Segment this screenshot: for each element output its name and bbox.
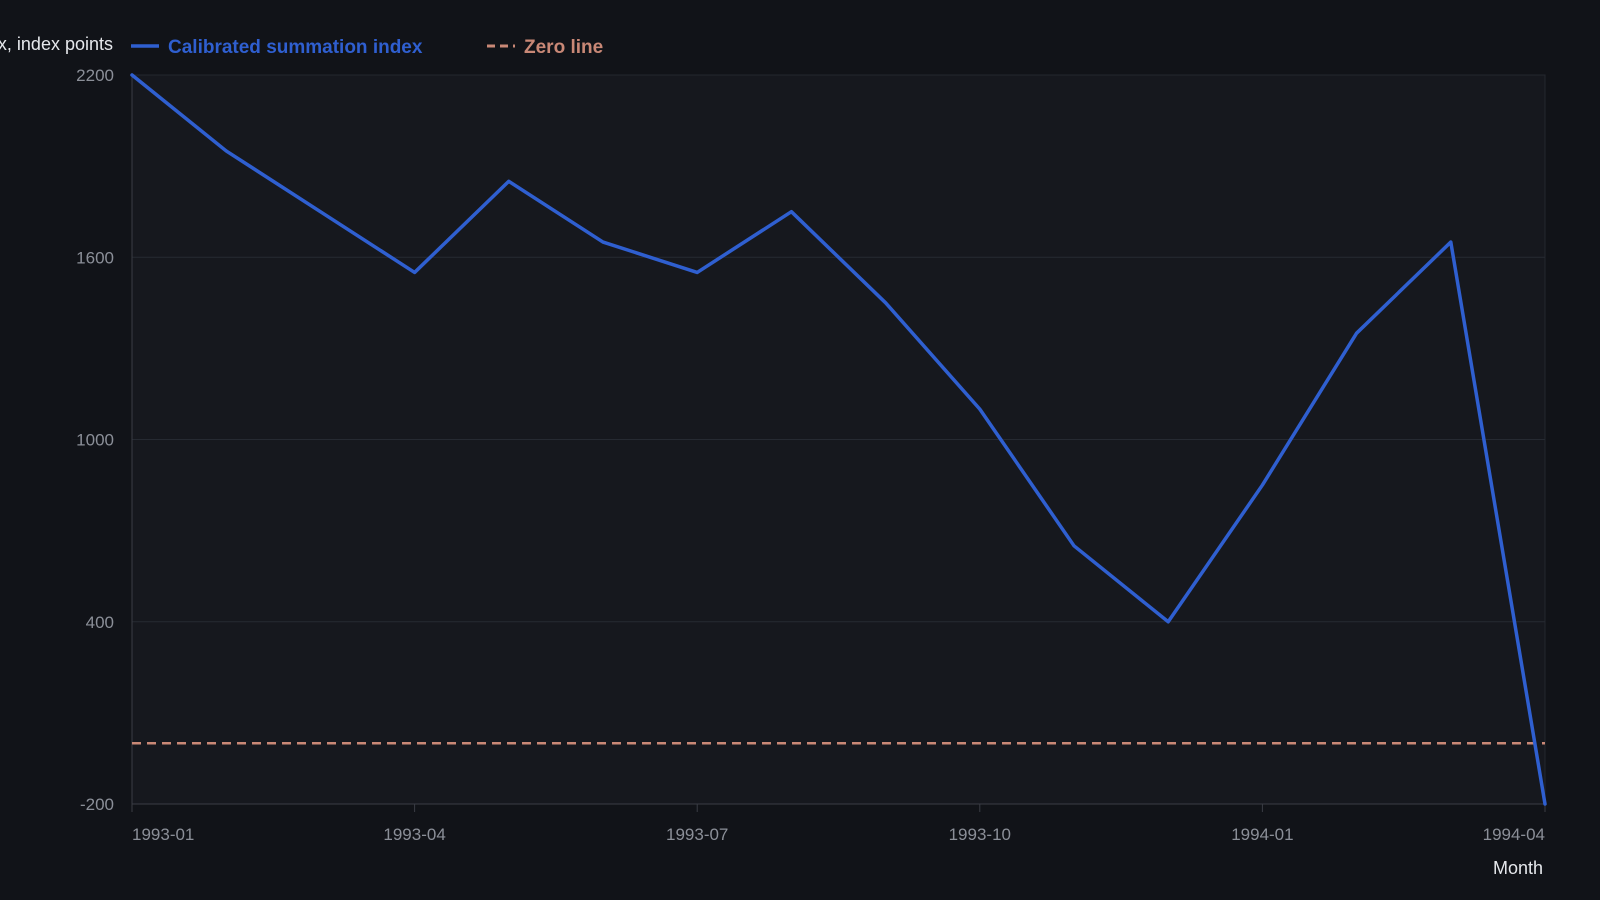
legend-label-summation: Calibrated summation index xyxy=(168,37,423,58)
y-tick-label: 400 xyxy=(86,613,114,632)
x-tick-label: 1993-07 xyxy=(666,825,728,844)
legend-label-zero-line: Zero line xyxy=(524,37,603,58)
x-tick-label: 1993-10 xyxy=(949,825,1011,844)
y-tick-label: 1600 xyxy=(76,248,114,267)
series-line-summation xyxy=(130,73,1547,806)
y-tick-label: -200 xyxy=(80,795,114,814)
tick-layer: -200 400 1000 1600 2200 1993-01 1993-04 1993-07… xyxy=(76,66,1546,844)
x-axis-title: Month xyxy=(1493,858,1543,878)
series-layer xyxy=(130,73,1547,806)
legend-item-summation: Calibrated summation index xyxy=(131,37,423,58)
axis-layer xyxy=(131,75,1545,805)
x-tick-label: 1994-04 xyxy=(1483,825,1545,844)
y-tick-label: 2200 xyxy=(76,66,114,85)
x-tick-label: 1993-04 xyxy=(383,825,445,844)
legend-item-zero-line: Zero line xyxy=(487,37,603,58)
y-tick-label: 1000 xyxy=(76,431,114,450)
x-tick-label: 1993-01 xyxy=(132,825,194,844)
x-tick-label: 1994-01 xyxy=(1231,825,1293,844)
legend: Calibrated summation index Zero line xyxy=(131,37,603,58)
y-axis-title: Index, index points xyxy=(0,34,113,54)
